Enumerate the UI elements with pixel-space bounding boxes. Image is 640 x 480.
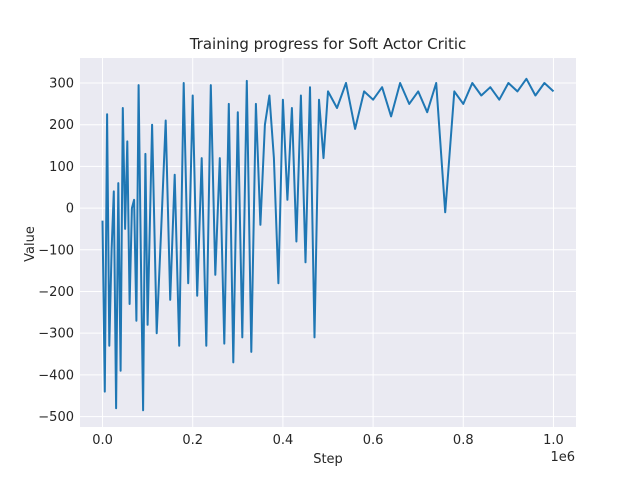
x-tick-label: 1.0 [543,433,564,448]
y-tick-label: −400 [38,368,74,383]
x-tick-label: 0.8 [453,433,474,448]
y-tick-label: −300 [38,327,74,342]
x-axis-label: Step [313,452,343,467]
y-tick-label: 200 [49,118,74,133]
x-offset-label: 1e6 [550,450,575,465]
y-tick-label: −500 [38,410,74,425]
y-tick-label: −200 [38,285,74,300]
x-tick-label: 0.0 [92,433,113,448]
x-tick-labels: 0.0 0.2 0.4 0.6 0.8 1.0 [92,433,564,448]
x-tick-label: 0.6 [363,433,384,448]
x-tick-label: 0.2 [182,433,203,448]
y-tick-label: 0 [66,202,74,217]
y-tick-label: 300 [49,77,74,92]
series-line [101,77,555,412]
series-layer [101,77,555,412]
y-axis-label: Value [23,226,38,262]
plot-background [80,58,576,427]
chart-title: Training progress for Soft Actor Critic [189,35,467,53]
x-tick-label: 0.4 [273,433,294,448]
y-tick-labels: −500 −400 −300 −200 −100 0 100 200 300 [38,77,74,426]
y-tick-label: −100 [38,243,74,258]
y-tick-label: 100 [49,160,74,175]
